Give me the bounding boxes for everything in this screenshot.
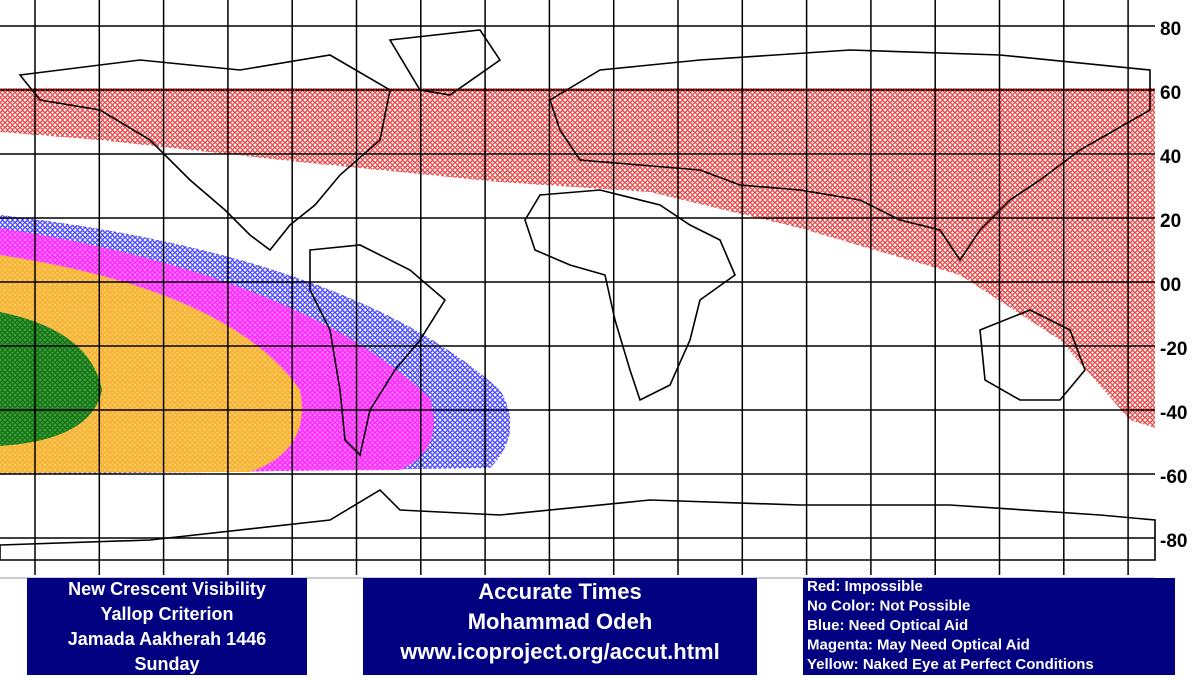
info-box-line: New Crescent Visibility (68, 579, 266, 599)
legend-box-line: Yellow: Naked Eye at Perfect Conditions (807, 656, 1094, 673)
legend-box-line: Red: Impossible (807, 578, 923, 595)
impossible-zone (0, 88, 1155, 428)
info-panel (27, 578, 307, 675)
latitude-label: -20 (1160, 339, 1187, 360)
info-box: New Crescent Visibility Yallop Criterion J… (27, 578, 307, 675)
legend-panel (803, 578, 1175, 675)
legend-box-line: No Color: Not Possible (807, 597, 970, 614)
info-box-line: Sunday (134, 654, 199, 674)
legend-box-line: Magenta: May Need Optical Aid (807, 636, 1030, 653)
latitude-label: 80 (1160, 19, 1181, 40)
latitude-label: 60 (1160, 83, 1181, 104)
info-box-line: Jamada Aakherah 1446 (68, 629, 266, 649)
africa (524, 189, 736, 402)
credit-box-line: www.icoproject.org/accut.html (399, 639, 719, 664)
australia (979, 309, 1086, 401)
antarctica (0, 488, 1156, 561)
graticule (0, 0, 1155, 575)
eurasia (549, 49, 1151, 262)
credit-box: Accurate Times Mohammad Odeh www.icoprojec… (363, 578, 757, 675)
latitude-label: 00 (1160, 275, 1181, 296)
latitude-label: -80 (1160, 531, 1187, 552)
north-america (18, 54, 391, 252)
latitude-label: 20 (1160, 211, 1181, 232)
credit-box-line: Accurate Times (478, 579, 641, 604)
latitude-label: -40 (1160, 403, 1187, 424)
latitude-label: 40 (1160, 147, 1181, 168)
credit-panel (363, 578, 757, 675)
latitude-label: -60 (1160, 467, 1187, 488)
credit-box-line: Mohammad Odeh (468, 609, 653, 634)
info-box-line: Yallop Criterion (100, 604, 233, 624)
greenland (388, 29, 502, 96)
legend-box-line: Blue: Need Optical Aid (807, 617, 968, 634)
legend-box: Red: Impossible No Color: Not Possible Blu… (803, 578, 1175, 675)
